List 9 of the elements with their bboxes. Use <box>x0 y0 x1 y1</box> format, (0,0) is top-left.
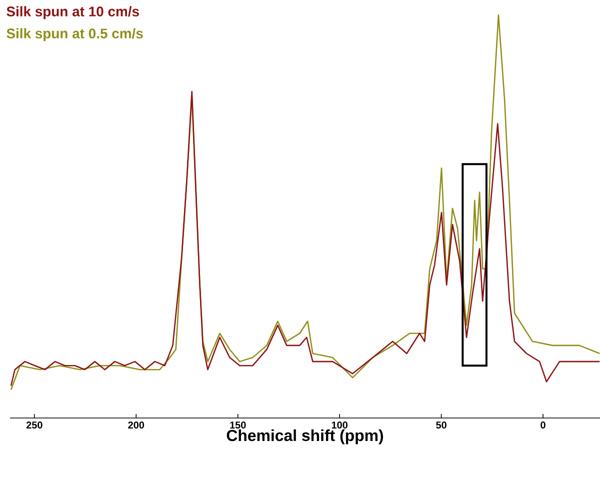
x-tick-label: 150 <box>230 422 246 429</box>
text: Silk spun at 10 cm/s <box>6 6 139 20</box>
x-tick-label: 0 <box>540 422 546 429</box>
x-tick-label: 50 <box>436 422 446 429</box>
x-axis-title: Chemical shift (ppm) <box>226 429 384 444</box>
text: Silk spun at 0.5 cm/s <box>6 28 143 42</box>
x-tick-label: 200 <box>128 422 144 429</box>
x-tick-label: 100 <box>332 422 348 429</box>
x-tick-label: 250 <box>26 422 42 429</box>
